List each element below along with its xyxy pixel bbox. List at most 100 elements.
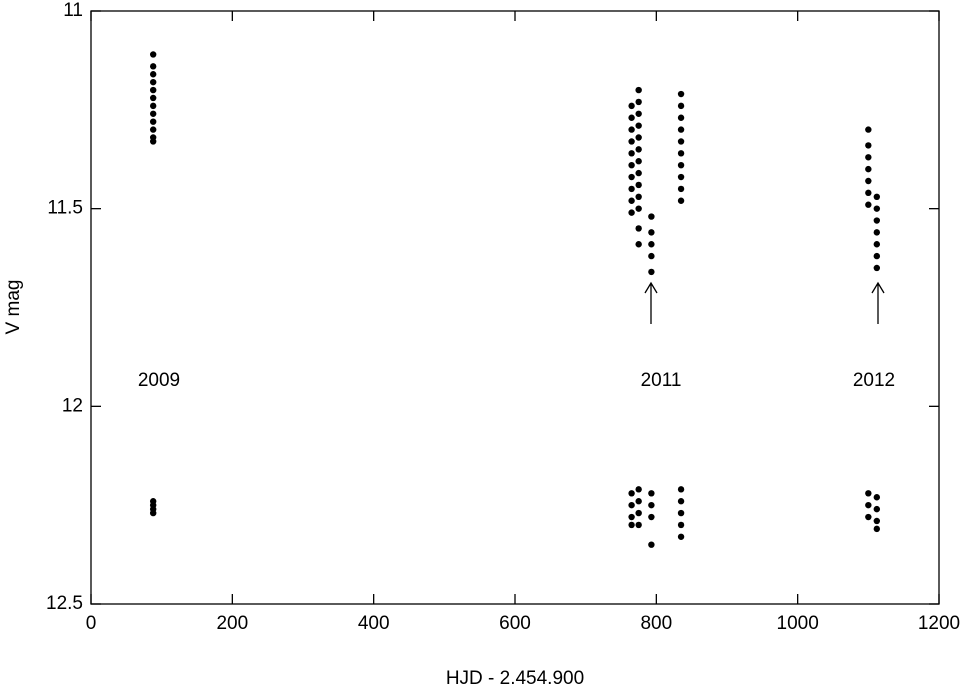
data-point <box>628 513 635 521</box>
data-point <box>635 521 642 529</box>
data-point <box>677 102 685 110</box>
data-point <box>677 90 685 98</box>
data-point <box>635 110 642 117</box>
data-point <box>628 114 635 121</box>
x-tick-label: 0 <box>86 613 97 634</box>
data-point <box>648 541 655 548</box>
data-point <box>635 205 642 212</box>
data-point <box>635 486 642 493</box>
data-point <box>635 146 642 153</box>
data-point <box>873 205 881 212</box>
data-point <box>635 98 642 106</box>
data-point <box>628 209 635 216</box>
annotation: 2009 <box>138 370 180 391</box>
x-tick-label: 1200 <box>918 613 960 634</box>
data-point <box>149 86 157 94</box>
arrows <box>644 281 885 324</box>
annotation: 2011 <box>641 370 682 391</box>
data-point <box>635 509 642 517</box>
data-point <box>628 197 635 204</box>
data-point <box>865 177 872 185</box>
y-tick-label: 11.5 <box>47 198 83 219</box>
data-point <box>628 102 635 110</box>
data-point <box>628 501 635 509</box>
data-point <box>635 134 642 141</box>
y-tick-label: 12.5 <box>46 593 83 614</box>
data-point <box>865 154 872 161</box>
data-point <box>628 126 635 133</box>
data-point <box>677 126 685 133</box>
data-point <box>873 229 881 236</box>
data-point <box>635 158 642 165</box>
data-point <box>677 521 685 529</box>
data-point <box>865 126 872 133</box>
data-point <box>648 501 655 509</box>
data-point <box>677 150 685 157</box>
data-point <box>873 241 881 248</box>
data-point <box>873 525 881 533</box>
data-point <box>865 189 872 197</box>
data-point <box>873 193 881 201</box>
data-point <box>628 161 635 169</box>
data-point <box>628 490 635 497</box>
data-point <box>635 169 642 177</box>
data-point <box>648 513 655 521</box>
data-point <box>628 185 635 193</box>
data-point <box>865 201 872 208</box>
data-point <box>677 173 685 181</box>
data-point <box>149 110 157 117</box>
data-point <box>628 521 635 529</box>
data-point <box>865 513 872 521</box>
data-point <box>628 173 635 181</box>
data-point <box>648 252 655 260</box>
y-tick-label: 12 <box>62 395 83 416</box>
data-point <box>677 161 685 169</box>
data-point <box>648 229 655 236</box>
data-point <box>635 241 642 248</box>
arrow <box>871 281 885 324</box>
data-point <box>149 94 157 102</box>
data-point <box>648 241 655 248</box>
data-point <box>149 126 157 133</box>
data-point <box>873 264 881 272</box>
data-point <box>873 494 881 501</box>
data-point <box>677 185 685 193</box>
y-tick-label: 11 <box>63 0 83 21</box>
data-point <box>149 509 157 517</box>
data-point <box>149 102 157 110</box>
data-point <box>865 165 872 173</box>
data-point <box>865 142 872 149</box>
arrow <box>644 281 658 324</box>
plot-frame <box>90 10 940 605</box>
data-point <box>677 498 685 505</box>
data-point <box>635 181 642 189</box>
data-point <box>635 193 642 201</box>
x-axis-label: HJD - 2.454.900 <box>446 668 584 689</box>
data-point <box>648 490 655 497</box>
y-axis-label: V mag <box>3 280 24 335</box>
x-tick-label: 400 <box>358 613 390 634</box>
data-point <box>635 225 642 232</box>
x-tick-label: 600 <box>499 613 531 634</box>
data-point <box>865 490 872 497</box>
data-point <box>635 86 642 94</box>
data-point <box>873 517 881 525</box>
data-point <box>677 197 685 204</box>
data-point <box>677 486 685 493</box>
data-point <box>149 118 157 125</box>
x-tick-label: 200 <box>216 613 248 634</box>
x-tick-label: 1000 <box>777 613 819 634</box>
data-point <box>677 533 685 540</box>
data-point <box>677 509 685 517</box>
annotation: 2012 <box>853 370 895 391</box>
data-point <box>149 71 157 78</box>
data-point <box>628 150 635 157</box>
data-point <box>648 213 655 220</box>
data-point <box>635 122 642 129</box>
data-point <box>149 78 157 86</box>
data-point <box>635 498 642 505</box>
data-point <box>149 63 157 70</box>
data-point <box>149 51 157 58</box>
data-point <box>648 268 655 276</box>
